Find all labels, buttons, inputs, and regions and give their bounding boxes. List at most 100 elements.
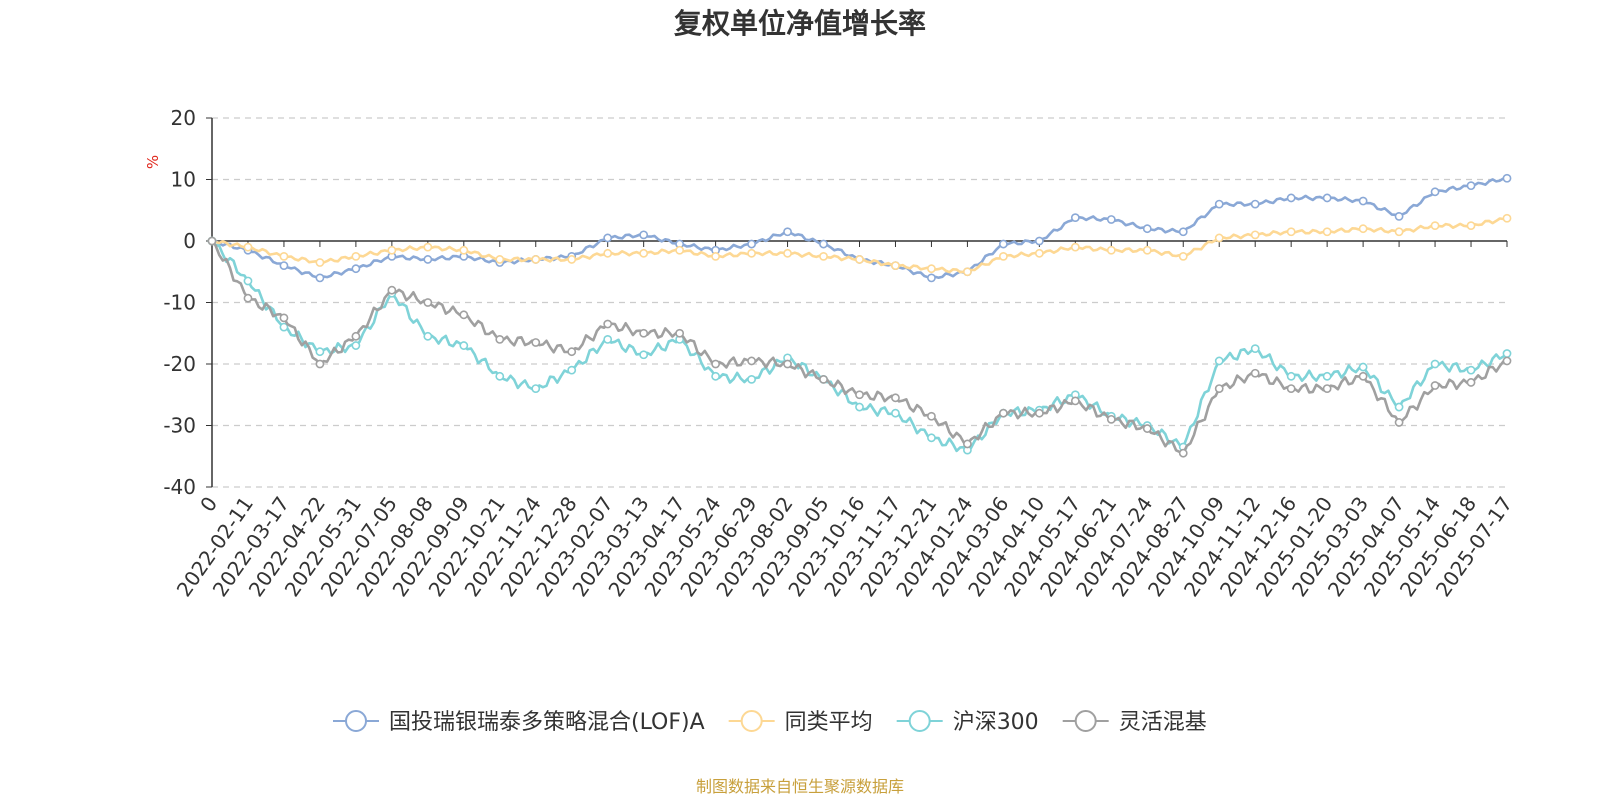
data-point xyxy=(675,245,685,255)
legend-marker xyxy=(740,710,763,732)
data-point xyxy=(1034,248,1044,258)
data-point xyxy=(747,248,756,258)
data-point xyxy=(927,433,936,443)
data-point xyxy=(351,341,361,350)
data-point xyxy=(1430,381,1440,390)
data-point xyxy=(1250,344,1260,354)
data-point xyxy=(855,390,864,400)
data-point xyxy=(1502,356,1512,366)
data-point xyxy=(603,319,613,329)
data-point xyxy=(998,408,1008,418)
data-point xyxy=(495,255,505,264)
y-tick-label: -30 xyxy=(163,414,196,438)
data-point xyxy=(1034,236,1044,246)
data-point xyxy=(315,359,325,369)
data-point xyxy=(819,374,828,384)
data-point xyxy=(459,341,469,350)
data-point xyxy=(927,264,936,274)
data-point xyxy=(1178,227,1188,237)
legend-label: 灵活混基 xyxy=(1119,710,1207,735)
series-2 xyxy=(207,236,1512,455)
data-point xyxy=(1142,245,1152,255)
data-point xyxy=(1394,418,1404,427)
data-point xyxy=(1250,368,1260,378)
data-point xyxy=(1106,215,1116,224)
data-point xyxy=(423,242,433,252)
y-tick-label: -40 xyxy=(163,475,196,499)
data-point xyxy=(1322,384,1332,393)
data-point xyxy=(1322,193,1332,203)
data-point xyxy=(243,242,253,252)
data-point xyxy=(1322,371,1332,381)
data-point xyxy=(1214,384,1224,393)
data-point xyxy=(567,365,577,375)
data-point xyxy=(891,408,900,418)
data-point xyxy=(531,255,541,264)
data-point xyxy=(1358,196,1368,206)
data-point xyxy=(495,371,505,381)
data-point xyxy=(603,334,613,344)
data-point xyxy=(927,273,936,283)
data-point xyxy=(1286,384,1296,393)
data-point xyxy=(747,374,756,384)
data-point xyxy=(639,230,649,240)
legend-marker xyxy=(345,710,367,732)
x-tick-label: 0 xyxy=(195,492,222,516)
data-point xyxy=(963,439,972,449)
data-point xyxy=(1502,173,1512,183)
data-point xyxy=(351,251,361,261)
data-point xyxy=(423,255,433,264)
data-point xyxy=(567,255,577,264)
data-point xyxy=(998,239,1008,249)
x-tick-labels: 02022-02-112022-03-172022-04-222022-05-3… xyxy=(172,492,1517,601)
data-point xyxy=(891,261,900,270)
y-tick-label: 10 xyxy=(171,168,196,192)
legend-label: 同类平均 xyxy=(785,710,873,735)
data-point xyxy=(1286,227,1296,237)
legend-item-2[interactable]: 沪深300 xyxy=(896,710,1039,735)
data-point xyxy=(855,255,864,264)
data-point xyxy=(1394,227,1404,237)
series-line xyxy=(210,240,1508,455)
data-point xyxy=(1070,396,1080,406)
chart-title: 复权单位净值增长率 xyxy=(674,7,926,40)
data-point xyxy=(279,313,289,323)
series-1 xyxy=(207,213,1512,277)
data-point xyxy=(1250,230,1260,240)
data-point xyxy=(1358,224,1368,234)
y-tick-label: -20 xyxy=(163,352,196,376)
series-3 xyxy=(207,236,1512,458)
series-line xyxy=(211,240,1508,453)
data-point xyxy=(783,227,792,237)
series-lines xyxy=(207,173,1512,458)
legend-marker xyxy=(908,710,931,732)
data-point xyxy=(243,276,253,286)
legend-item-1[interactable]: 同类平均 xyxy=(728,710,873,735)
data-point xyxy=(891,393,900,403)
data-point xyxy=(459,245,469,255)
data-point xyxy=(315,258,325,267)
legend-item-3[interactable]: 灵活混基 xyxy=(1062,710,1207,735)
data-point xyxy=(351,264,361,274)
data-point xyxy=(279,322,289,332)
data-point xyxy=(639,248,649,258)
data-point xyxy=(495,334,505,344)
data-point xyxy=(1106,414,1116,424)
data-point xyxy=(207,236,217,246)
data-point xyxy=(1430,187,1440,197)
legend-item-0[interactable]: 国投瑞银瑞泰多策略混合(LOF)A xyxy=(333,710,705,735)
data-point xyxy=(1394,402,1404,412)
data-point xyxy=(387,285,397,295)
data-point xyxy=(531,338,541,347)
data-point xyxy=(1070,213,1080,223)
data-point xyxy=(1430,221,1440,231)
data-point xyxy=(711,251,721,261)
data-point xyxy=(819,251,828,261)
data-point xyxy=(1358,371,1368,381)
data-point xyxy=(1466,221,1476,231)
data-point xyxy=(1250,199,1260,209)
data-point xyxy=(387,245,397,255)
data-point xyxy=(783,248,792,258)
data-point xyxy=(279,251,289,261)
data-point xyxy=(1322,227,1332,237)
